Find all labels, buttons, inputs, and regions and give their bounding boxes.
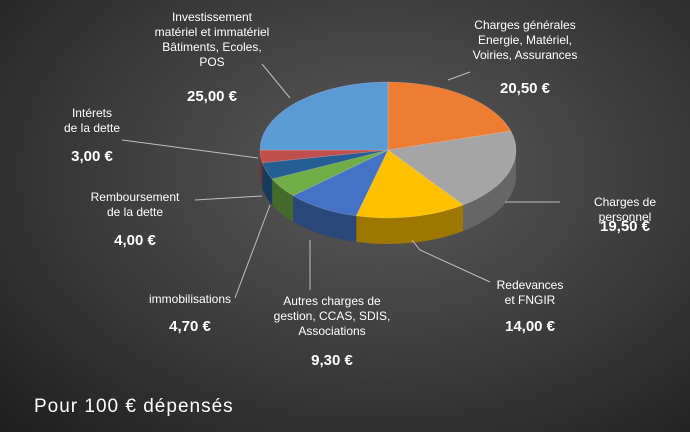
leader-line [411, 239, 491, 283]
slice [387, 81, 512, 151]
slice [261, 149, 389, 180]
chart-title: Pour 100 € dépensés [34, 396, 234, 417]
slice-side [463, 150, 516, 232]
leader-line [234, 204, 271, 299]
value-label: 14,00 € [504, 318, 556, 335]
slice [387, 130, 517, 206]
slice-side [260, 150, 263, 189]
value-label: 25,00 € [186, 88, 238, 105]
leader-line [447, 71, 471, 81]
slice-side [356, 205, 464, 244]
slice-label: Intérets de la dette [63, 106, 121, 135]
slice [259, 81, 389, 151]
leader-line [121, 139, 259, 159]
slice [355, 149, 464, 219]
slice-side [293, 195, 357, 242]
value-label: 4,70 € [169, 318, 211, 335]
slice-side [272, 178, 294, 222]
value-label: 4,00 € [114, 232, 156, 249]
slice-label: Charges générales Energie, Matériel, Voi… [472, 18, 578, 62]
slice-label: Investissement matériel et immatériel Bâ… [154, 10, 270, 69]
slice-label: immobilisations [148, 292, 232, 306]
value-label: 9,30 € [311, 352, 353, 369]
leader-line [194, 195, 263, 201]
value-label: 19,50 € [599, 218, 651, 235]
slice-label: Redevances et FNGIR [496, 278, 564, 307]
slice [292, 149, 389, 217]
slice-side [262, 162, 273, 205]
slice [259, 149, 389, 164]
leader-line [261, 63, 291, 99]
value-label: 3,00 € [71, 148, 113, 165]
slice-label: Charges de personnel [593, 195, 657, 224]
slice-label: Remboursement de la dette [90, 190, 180, 219]
slice [271, 149, 389, 196]
slice-label: Autres charges de gestion, CCAS, SDIS, A… [273, 294, 391, 338]
value-label: 20,50 € [499, 80, 551, 97]
